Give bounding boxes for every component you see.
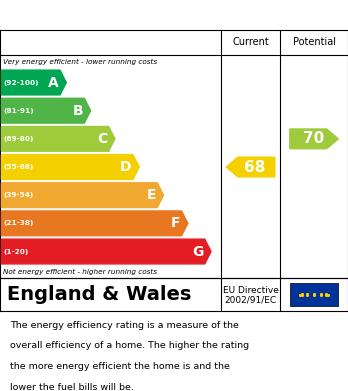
Text: (69-80): (69-80) bbox=[3, 136, 34, 142]
Text: (92-100): (92-100) bbox=[3, 79, 39, 86]
Polygon shape bbox=[1, 211, 188, 236]
Text: A: A bbox=[48, 75, 58, 90]
Text: G: G bbox=[192, 244, 203, 258]
Text: (21-38): (21-38) bbox=[3, 221, 34, 226]
Polygon shape bbox=[1, 126, 115, 151]
Text: (55-68): (55-68) bbox=[3, 164, 34, 170]
Polygon shape bbox=[1, 70, 66, 95]
Polygon shape bbox=[1, 183, 164, 208]
Text: D: D bbox=[120, 160, 132, 174]
Text: overall efficiency of a home. The higher the rating: overall efficiency of a home. The higher… bbox=[10, 341, 250, 350]
Text: Current: Current bbox=[232, 38, 269, 47]
Polygon shape bbox=[290, 129, 338, 149]
Text: B: B bbox=[72, 104, 83, 118]
Bar bbox=[290, 283, 338, 307]
Text: Very energy efficient - lower running costs: Very energy efficient - lower running co… bbox=[3, 59, 158, 65]
Polygon shape bbox=[1, 239, 211, 264]
Polygon shape bbox=[226, 157, 275, 177]
Text: (39-54): (39-54) bbox=[3, 192, 34, 198]
Text: (1-20): (1-20) bbox=[3, 249, 29, 255]
Text: 68: 68 bbox=[244, 160, 265, 174]
Text: Potential: Potential bbox=[293, 38, 335, 47]
Text: F: F bbox=[171, 216, 180, 230]
Text: the more energy efficient the home is and the: the more energy efficient the home is an… bbox=[10, 362, 230, 371]
Text: England & Wales: England & Wales bbox=[7, 285, 191, 304]
Text: The energy efficiency rating is a measure of the: The energy efficiency rating is a measur… bbox=[10, 321, 239, 330]
Text: (81-91): (81-91) bbox=[3, 108, 34, 114]
Text: EU Directive: EU Directive bbox=[223, 286, 278, 295]
Text: lower the fuel bills will be.: lower the fuel bills will be. bbox=[10, 383, 134, 391]
Text: 70: 70 bbox=[303, 131, 325, 146]
Text: E: E bbox=[147, 188, 156, 202]
Polygon shape bbox=[1, 154, 139, 179]
Text: Energy Efficiency Rating: Energy Efficiency Rating bbox=[10, 7, 220, 23]
Text: Not energy efficient - higher running costs: Not energy efficient - higher running co… bbox=[3, 269, 158, 275]
Text: C: C bbox=[97, 132, 107, 146]
Text: 2002/91/EC: 2002/91/EC bbox=[224, 296, 277, 305]
Polygon shape bbox=[1, 98, 90, 123]
